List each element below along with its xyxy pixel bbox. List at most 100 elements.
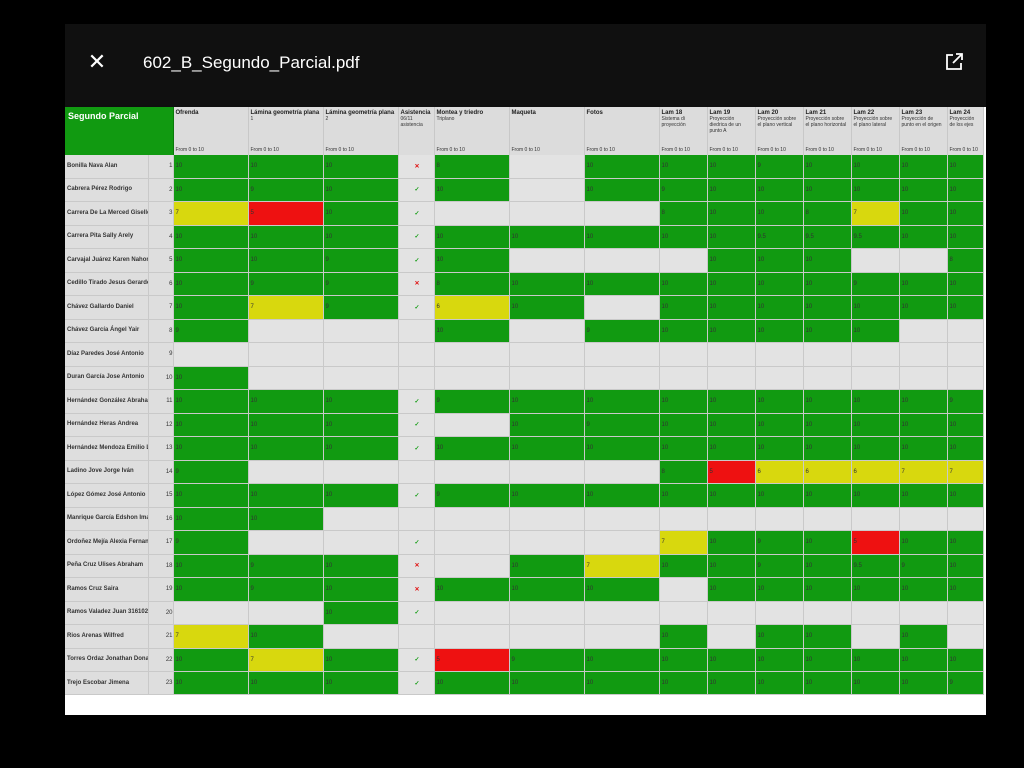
student-name[interactable]: Ordoñez Mejía Alexia Fernanda: [65, 530, 149, 555]
student-name[interactable]: Duran García Jose Antonio: [65, 366, 149, 390]
grade-cell[interactable]: 10: [434, 319, 510, 343]
grade-cell[interactable]: 9: [851, 272, 900, 296]
grade-cell[interactable]: 10: [851, 178, 900, 202]
checkmark-icon[interactable]: ✓: [398, 483, 435, 508]
checkmark-icon[interactable]: ✓: [398, 248, 435, 273]
grade-cell[interactable]: 10: [947, 648, 984, 672]
grade-cell[interactable]: [434, 624, 510, 649]
grade-cell[interactable]: 8: [659, 201, 708, 226]
grade-cell[interactable]: 10: [173, 272, 249, 296]
grade-cell[interactable]: 10: [947, 577, 984, 602]
student-name[interactable]: Hernández Heras Andrea: [65, 413, 149, 437]
grade-cell[interactable]: [434, 507, 510, 531]
grade-cell[interactable]: 10: [248, 389, 324, 414]
checkmark-icon[interactable]: ✓: [398, 225, 435, 249]
grade-cell[interactable]: 10: [509, 295, 585, 320]
grade-cell[interactable]: 10: [803, 624, 852, 649]
grade-cell[interactable]: [707, 601, 756, 625]
grade-cell[interactable]: 10: [803, 577, 852, 602]
grade-cell[interactable]: 10: [248, 248, 324, 273]
grade-cell[interactable]: 10: [173, 225, 249, 249]
grade-cell[interactable]: 10: [173, 389, 249, 414]
grade-cell[interactable]: 10: [323, 601, 399, 625]
student-name[interactable]: Ramos Valadez Juan 316102397: [65, 601, 149, 625]
grade-cell[interactable]: [323, 624, 399, 649]
grade-cell[interactable]: [707, 624, 756, 649]
grade-cell[interactable]: 7: [248, 295, 324, 320]
student-name[interactable]: Peña Cruz Ulises Abraham: [65, 554, 149, 578]
student-name[interactable]: Carrera De La Merced Giselle: [65, 201, 149, 226]
grade-cell[interactable]: 9: [173, 530, 249, 555]
grade-cell[interactable]: 10: [509, 577, 585, 602]
checkmark-icon[interactable]: ✓: [398, 178, 435, 202]
grade-cell[interactable]: [173, 342, 249, 367]
x-mark-icon[interactable]: ✕: [398, 155, 435, 179]
grade-cell[interactable]: 9: [947, 389, 984, 414]
grade-cell[interactable]: [707, 342, 756, 367]
grade-cell[interactable]: 6: [434, 295, 510, 320]
student-name[interactable]: Manrique García Edshon Imanol: [65, 507, 149, 531]
grade-cell[interactable]: [899, 366, 948, 390]
grade-cell[interactable]: 10: [659, 225, 708, 249]
grade-cell[interactable]: 10: [851, 671, 900, 695]
grade-cell[interactable]: 10: [509, 272, 585, 296]
grade-cell[interactable]: [248, 366, 324, 390]
grade-cell[interactable]: [509, 319, 585, 343]
checkmark-icon[interactable]: ✓: [398, 389, 435, 414]
attendance-cell[interactable]: [398, 319, 435, 343]
x-mark-icon[interactable]: ✕: [398, 577, 435, 602]
grade-cell[interactable]: 10: [509, 483, 585, 508]
grade-cell[interactable]: 9.5: [851, 554, 900, 578]
grade-cell[interactable]: 7: [947, 460, 984, 484]
student-name[interactable]: Carvajal Juárez Karen Nahomi: [65, 248, 149, 273]
grade-cell[interactable]: 10: [707, 483, 756, 508]
grade-cell[interactable]: [323, 460, 399, 484]
grade-cell[interactable]: 10: [584, 389, 660, 414]
grade-cell[interactable]: 10: [755, 413, 804, 437]
grade-cell[interactable]: 10: [323, 554, 399, 578]
grade-cell[interactable]: 8: [947, 248, 984, 273]
grade-cell[interactable]: [584, 366, 660, 390]
grade-cell[interactable]: [584, 624, 660, 649]
grade-cell[interactable]: 10: [323, 413, 399, 437]
grade-cell[interactable]: 10: [173, 671, 249, 695]
student-name[interactable]: Chávez García Ángel Yair: [65, 319, 149, 343]
grade-cell[interactable]: 10: [173, 648, 249, 672]
grade-cell[interactable]: 10: [947, 483, 984, 508]
grade-cell[interactable]: [659, 507, 708, 531]
checkmark-icon[interactable]: ✓: [398, 436, 435, 461]
grade-cell[interactable]: 10: [707, 577, 756, 602]
grade-cell[interactable]: 9: [434, 389, 510, 414]
grade-cell[interactable]: 10: [707, 201, 756, 226]
grade-cell[interactable]: 10: [707, 530, 756, 555]
grade-cell[interactable]: 10: [707, 413, 756, 437]
grade-cell[interactable]: 7: [659, 530, 708, 555]
student-name[interactable]: Chávez Gallardo Daniel: [65, 295, 149, 320]
grade-cell[interactable]: 10: [947, 436, 984, 461]
grade-cell[interactable]: 9: [248, 178, 324, 202]
gradebook-sheet[interactable]: Segundo Parcial Ofrenda From 0 to 10 Lámin…: [65, 107, 986, 715]
attendance-cell[interactable]: [398, 366, 435, 390]
grade-cell[interactable]: 8: [803, 201, 852, 226]
grade-cell[interactable]: [509, 155, 585, 179]
grade-cell[interactable]: 10: [323, 577, 399, 602]
grade-cell[interactable]: [755, 601, 804, 625]
grade-cell[interactable]: 10: [803, 248, 852, 273]
grade-cell[interactable]: 10: [173, 155, 249, 179]
grade-cell[interactable]: [509, 178, 585, 202]
grade-cell[interactable]: [584, 201, 660, 226]
grade-cell[interactable]: 10: [434, 178, 510, 202]
grade-cell[interactable]: 10: [248, 624, 324, 649]
grade-cell[interactable]: [434, 530, 510, 555]
grade-cell[interactable]: 9: [248, 272, 324, 296]
grade-cell[interactable]: 10: [323, 389, 399, 414]
grade-cell[interactable]: [584, 507, 660, 531]
grade-cell[interactable]: 10: [434, 248, 510, 273]
grade-cell[interactable]: 10: [851, 648, 900, 672]
grade-cell[interactable]: [707, 507, 756, 531]
student-name[interactable]: Cedillo Tirado Jesus Gerardo: [65, 272, 149, 296]
grade-cell[interactable]: [851, 366, 900, 390]
student-name[interactable]: López Gómez José Antonio: [65, 483, 149, 508]
grade-cell[interactable]: [899, 319, 948, 343]
grade-cell[interactable]: [434, 342, 510, 367]
